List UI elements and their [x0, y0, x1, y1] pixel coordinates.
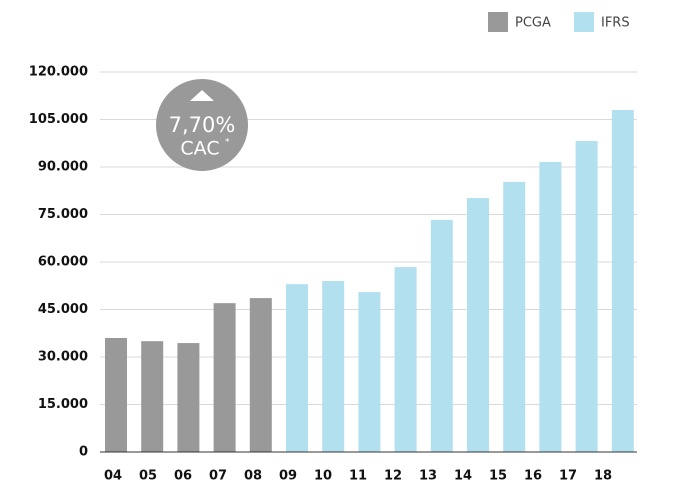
- bar: [105, 338, 127, 452]
- bar: [575, 141, 598, 453]
- badge-arrow: [190, 90, 214, 101]
- x-tick-label: 11: [349, 469, 367, 484]
- bar: [467, 198, 489, 452]
- legend-swatch: [488, 12, 508, 32]
- bar: [539, 161, 562, 452]
- bar: [394, 267, 417, 452]
- y-tick-label: 0: [79, 445, 88, 460]
- y-tick-label: 90.000: [38, 160, 88, 175]
- x-tick-label: 17: [559, 469, 577, 484]
- bar: [249, 298, 272, 452]
- bar: [322, 281, 345, 452]
- badge-label: CAC: [180, 138, 219, 160]
- bar: [503, 181, 526, 452]
- bar: [611, 110, 634, 452]
- legend-label: PCGA: [515, 16, 551, 31]
- x-tick-label: 12: [384, 469, 402, 484]
- x-tick-label: 08: [244, 469, 262, 484]
- y-tick-label: 45.000: [38, 302, 88, 317]
- x-tick-label: 16: [524, 469, 542, 484]
- y-tick-label: 30.000: [38, 350, 88, 365]
- bar: [430, 219, 453, 452]
- bar: [213, 303, 236, 452]
- x-tick-label: 14: [454, 469, 472, 484]
- y-tick-label: 120.000: [29, 65, 88, 80]
- x-tick-label: 18: [594, 469, 612, 484]
- x-tick-label: 05: [139, 469, 157, 484]
- x-tick-label: 06: [174, 469, 192, 484]
- x-tick-label: 15: [489, 469, 507, 484]
- badge-value: 7,70%: [169, 113, 236, 137]
- x-tick-label: 04: [104, 469, 122, 484]
- x-tick-label: 13: [419, 469, 437, 484]
- y-tick-label: 60.000: [38, 255, 88, 270]
- y-tick-label: 105.000: [29, 112, 88, 127]
- x-tick-label: 10: [314, 469, 332, 484]
- badge-mark: *: [225, 138, 230, 148]
- x-tick-label: 09: [279, 469, 297, 484]
- badge: [156, 79, 248, 171]
- bar: [177, 343, 200, 452]
- x-tick-label: 07: [209, 469, 227, 484]
- y-tick-label: 15.000: [38, 397, 88, 412]
- bar: [286, 284, 308, 452]
- legend-swatch: [574, 12, 594, 32]
- bar: [358, 292, 381, 452]
- legend-label: IFRS: [601, 16, 630, 31]
- y-tick-label: 75.000: [38, 207, 88, 222]
- bar: [141, 341, 164, 452]
